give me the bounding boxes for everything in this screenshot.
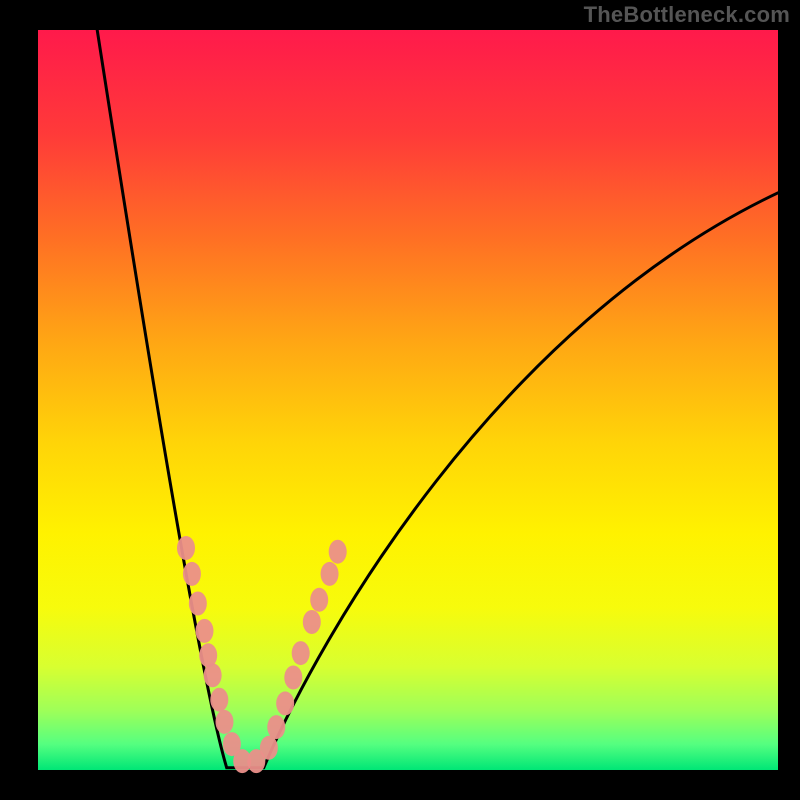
data-marker bbox=[329, 540, 347, 564]
curve-overlay bbox=[0, 0, 800, 800]
data-marker bbox=[177, 536, 195, 560]
figure-container: TheBottleneck.com bbox=[0, 0, 800, 800]
data-marker bbox=[310, 588, 328, 612]
data-marker bbox=[196, 619, 214, 643]
data-marker bbox=[276, 691, 294, 715]
data-marker bbox=[210, 688, 228, 712]
data-marker bbox=[215, 710, 233, 734]
data-marker bbox=[260, 736, 278, 760]
data-marker bbox=[204, 663, 222, 687]
data-marker bbox=[183, 562, 201, 586]
data-marker bbox=[303, 610, 321, 634]
watermark-label: TheBottleneck.com bbox=[584, 2, 790, 28]
data-marker bbox=[267, 715, 285, 739]
data-marker bbox=[189, 592, 207, 616]
data-marker bbox=[292, 641, 310, 665]
data-marker bbox=[321, 562, 339, 586]
data-marker bbox=[284, 666, 302, 690]
